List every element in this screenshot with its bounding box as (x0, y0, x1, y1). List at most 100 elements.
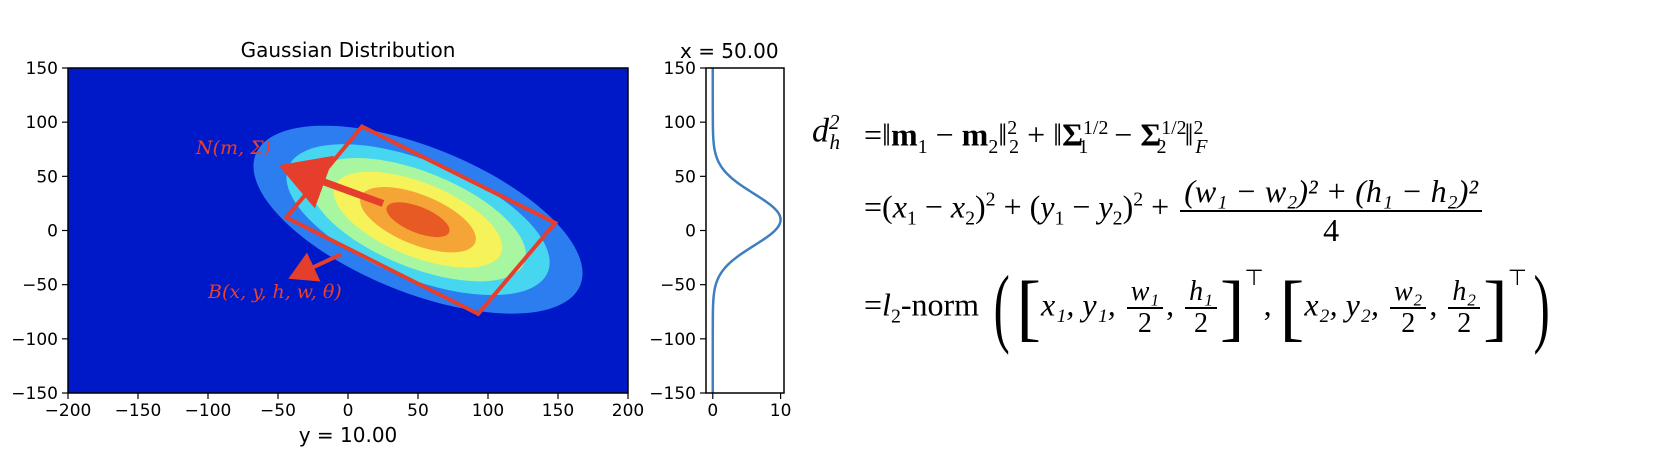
row1-s2: 2 (988, 136, 999, 159)
formula-row-2: =(x1 − x2)2 + (y1 − y2)2 + (w₁ − w₂)² + … (864, 172, 1485, 248)
row2-x1: x (892, 188, 907, 225)
x-tick-label: 0 (343, 401, 354, 421)
marginal-y-tick-label: −150 (649, 384, 696, 404)
row3-brack-open2: [ (1279, 267, 1305, 349)
row3-comma1: , (1166, 286, 1183, 323)
marginal-y-tick-label: 100 (664, 113, 696, 133)
row3-l-sub: 2 (890, 305, 901, 328)
row2-close1: ) (975, 188, 986, 225)
row1-norm-close: ‖ (998, 116, 1008, 153)
lhs-d: d (812, 112, 829, 150)
row3-h1: h₁ (1185, 277, 1217, 309)
y-tick-label: 50 (36, 167, 58, 187)
row1-eq: =‖ (864, 116, 892, 153)
row1-plus: + ‖ (1019, 116, 1063, 153)
row3-brack-close2: ] (1483, 267, 1508, 349)
row2-close2: ) (1122, 188, 1134, 225)
gaussian-heatmap-panel: Gaussian Distribution N(m, Σ) B(x, y, h,… (11, 38, 644, 447)
marginal-x-tick-label: 10 (770, 401, 792, 421)
row1-sigma2: Σ (1140, 116, 1162, 153)
row1-norm2-close: ‖ (1184, 116, 1194, 153)
marginal-panel: x = 50.00 0 10 150 100 50 0 −50 −100 −150 (649, 39, 791, 421)
row2-y2: y (1098, 188, 1113, 225)
row3-frac-h2: h₂ 2 (1448, 277, 1481, 339)
row2-s2: 2 (965, 207, 975, 230)
box-label: B(x, y, h, w, θ) (207, 281, 342, 303)
contour-level-6 (386, 202, 450, 238)
row1-minus1: − (927, 116, 962, 153)
distance-formula: d2h =‖m1 − m2‖22 + ‖Σ1/21 − Σ1/22 ‖2F =(x… (812, 96, 1672, 396)
row1-s1: 1 (917, 136, 928, 159)
row3-paren-open: ( (993, 259, 1010, 356)
row3-paren-close: ) (1533, 259, 1550, 356)
row2-fraction: (w₁ − w₂)² + (h₁ − h₂)² 4 (1180, 172, 1482, 248)
row2-denominator: 4 (1323, 212, 1340, 248)
marginal-y-tick-label: 50 (674, 167, 696, 187)
x-axis-label: y = 10.00 (299, 423, 398, 447)
marginal-y-tick-label: 0 (685, 222, 696, 242)
y-tick-label: −150 (11, 384, 58, 404)
x-tick-label: 50 (407, 401, 429, 421)
row1-f-sub: F (1195, 136, 1208, 159)
x-tick-label: 200 (612, 401, 644, 421)
row3-w2: w₂ (1389, 277, 1427, 309)
row1-half1: 1/2 (1083, 117, 1109, 139)
row1-sigma1: Σ (1062, 116, 1084, 153)
gaussian-arrow (278, 155, 385, 209)
x-tick-label: 100 (472, 401, 504, 421)
row3-eq: = (864, 286, 883, 323)
row3-h2: h₂ (1448, 277, 1481, 309)
row1-sigma1-sub: 1 (1078, 136, 1089, 159)
row3-two4: 2 (1457, 308, 1472, 339)
row1-norm-sub: 2 (1009, 136, 1020, 159)
row3-args2: x₂, y₂, (1304, 286, 1387, 323)
marginal-x-tick-label: 0 (707, 401, 718, 421)
y-tick-label: 0 (47, 222, 58, 242)
x-axis-ticks: −200 −150 −100 −50 0 50 100 150 200 (45, 393, 644, 421)
row2-sq2: 2 (1133, 188, 1144, 211)
marginal-y-tick-label: 150 (664, 59, 696, 79)
chart-title: Gaussian Distribution (241, 38, 456, 62)
y-tick-label: −100 (11, 330, 58, 350)
row2-plus2: + (1143, 188, 1178, 225)
marginal-x-ticks: 0 10 (707, 393, 791, 421)
row2-y1: y (1040, 188, 1055, 225)
row3-frac-w1: w₁ 2 (1126, 277, 1164, 339)
row3-comma2: , (1263, 286, 1280, 323)
row3-transpose2: ⊤ (1507, 265, 1527, 290)
row1-f-sup: 2 (1193, 117, 1204, 139)
row2-minus2: − (1064, 188, 1099, 225)
x-tick-label: −200 (45, 401, 92, 421)
marginal-background (706, 68, 784, 393)
row2-minus1: − (916, 188, 951, 225)
marginal-y-tick-label: −100 (649, 330, 696, 350)
row3-two3: 2 (1401, 308, 1416, 339)
row1-norm-sup: 2 (1007, 117, 1018, 139)
row2-eq: =( (864, 188, 893, 225)
row3-args1: x₁, y₁, (1041, 286, 1124, 323)
row2-s1: 1 (906, 207, 917, 230)
marginal-curve (711, 68, 782, 393)
row3-frac-w2: w₂ 2 (1389, 277, 1427, 339)
row1-minus2: − (1106, 116, 1141, 153)
marginal-title: x = 50.00 (680, 39, 779, 63)
contour-layers (253, 125, 583, 314)
row2-numerator: (w₁ − w₂)² + (h₁ − h₂)² (1180, 172, 1482, 212)
formula-background (800, 0, 1678, 459)
y-tick-label: −50 (22, 276, 58, 296)
row1-sigma2-sub: 2 (1156, 136, 1167, 159)
x-tick-label: 150 (542, 401, 574, 421)
row1-half2: 1/2 (1161, 117, 1187, 139)
formula-row-3: =l2-norm ([x₁, y₁, w₁ 2, h₁ 2]⊤, [x₂, y₂, … (864, 264, 1556, 352)
row3-transpose1: ⊤ (1244, 265, 1264, 290)
marginal-y-ticks: 150 100 50 0 −50 −100 −150 (649, 59, 706, 404)
box-arrow (288, 252, 342, 282)
row2-s4: 2 (1112, 207, 1123, 230)
row2-plus1: + ( (995, 188, 1041, 225)
y-axis-ticks: 150 100 50 0 −50 −100 −150 (11, 59, 68, 404)
formula-lhs: d2h (812, 110, 840, 155)
row2-x2: x (950, 188, 966, 225)
row3-two2: 2 (1193, 308, 1208, 339)
row3-l: l (882, 286, 891, 323)
